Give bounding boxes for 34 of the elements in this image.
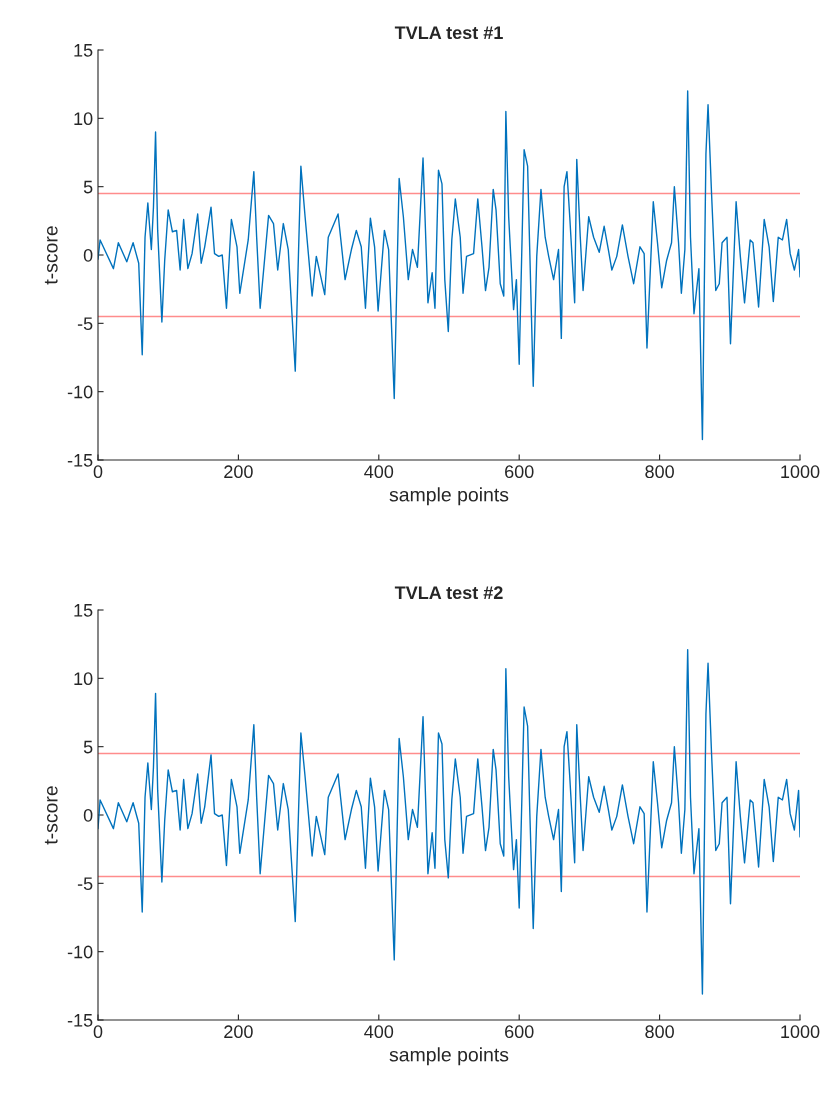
y-tick-label: -10 xyxy=(67,945,93,959)
x-tick-label: 0 xyxy=(93,465,103,479)
chart-title: TVLA test #2 xyxy=(394,586,503,600)
y-tick-label: 10 xyxy=(74,112,93,126)
line-series xyxy=(98,90,800,441)
x-tick-label: 200 xyxy=(224,1025,253,1039)
y-tick-label: 15 xyxy=(74,44,93,57)
y-tick-label: -15 xyxy=(67,454,93,467)
y-tick-label: 0 xyxy=(83,248,93,262)
y-tick-label: -5 xyxy=(77,877,93,891)
y-tick-label: 0 xyxy=(83,808,93,822)
x-tick-label: 1000 xyxy=(781,465,820,479)
y-axis-title: t-score xyxy=(44,226,58,285)
x-tick-label: 0 xyxy=(93,1025,103,1039)
y-tick-label: 5 xyxy=(83,180,93,194)
x-tick-label: 800 xyxy=(645,465,674,479)
chart-title: TVLA test #1 xyxy=(394,26,503,40)
y-tick-label: 10 xyxy=(74,672,93,686)
x-tick-label: 400 xyxy=(364,465,394,479)
y-tick-label: -10 xyxy=(67,385,93,399)
y-tick-label: -5 xyxy=(77,317,93,331)
x-tick-label: 800 xyxy=(645,1025,674,1039)
line-series xyxy=(98,648,800,995)
y-tick-label: 15 xyxy=(74,604,93,617)
x-tick-label: 1000 xyxy=(781,1025,820,1039)
y-axis-title: t-score xyxy=(44,786,58,845)
x-tick-label: 600 xyxy=(505,1025,534,1039)
x-axis-title: sample points xyxy=(389,1047,509,1066)
y-tick-label: -15 xyxy=(67,1014,93,1027)
x-axis-title: sample points xyxy=(389,487,509,506)
x-tick-label: 400 xyxy=(364,1025,394,1039)
y-tick-label: 5 xyxy=(83,740,93,754)
x-tick-label: 200 xyxy=(224,465,253,479)
x-tick-label: 600 xyxy=(505,465,534,479)
